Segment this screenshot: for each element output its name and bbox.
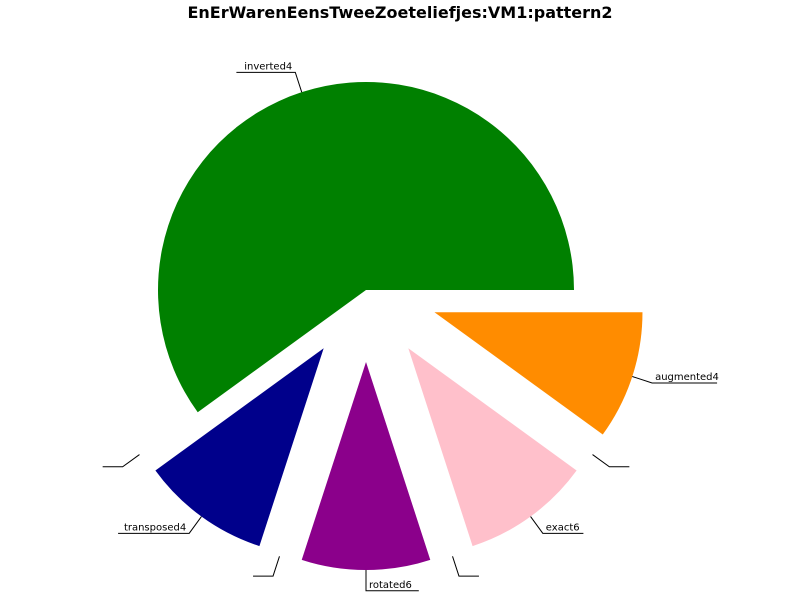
leader-line-inverted4 — [236, 72, 301, 92]
slice-label-exact6: exact6 — [546, 522, 580, 533]
slice-label-augmented4: augmented4 — [655, 372, 719, 383]
slice-label-inverted4: inverted4 — [244, 61, 292, 72]
pie-slice-rotated6 — [302, 362, 431, 570]
leader-line-empty-5 — [253, 556, 279, 576]
leader-line-empty-1 — [593, 455, 630, 467]
slice-label-transposed4: transposed4 — [124, 522, 186, 533]
leader-line-empty-7 — [103, 455, 140, 467]
leader-line-empty-3 — [453, 556, 479, 576]
slice-label-rotated6: rotated6 — [369, 580, 412, 591]
pie-slices — [155, 82, 642, 570]
